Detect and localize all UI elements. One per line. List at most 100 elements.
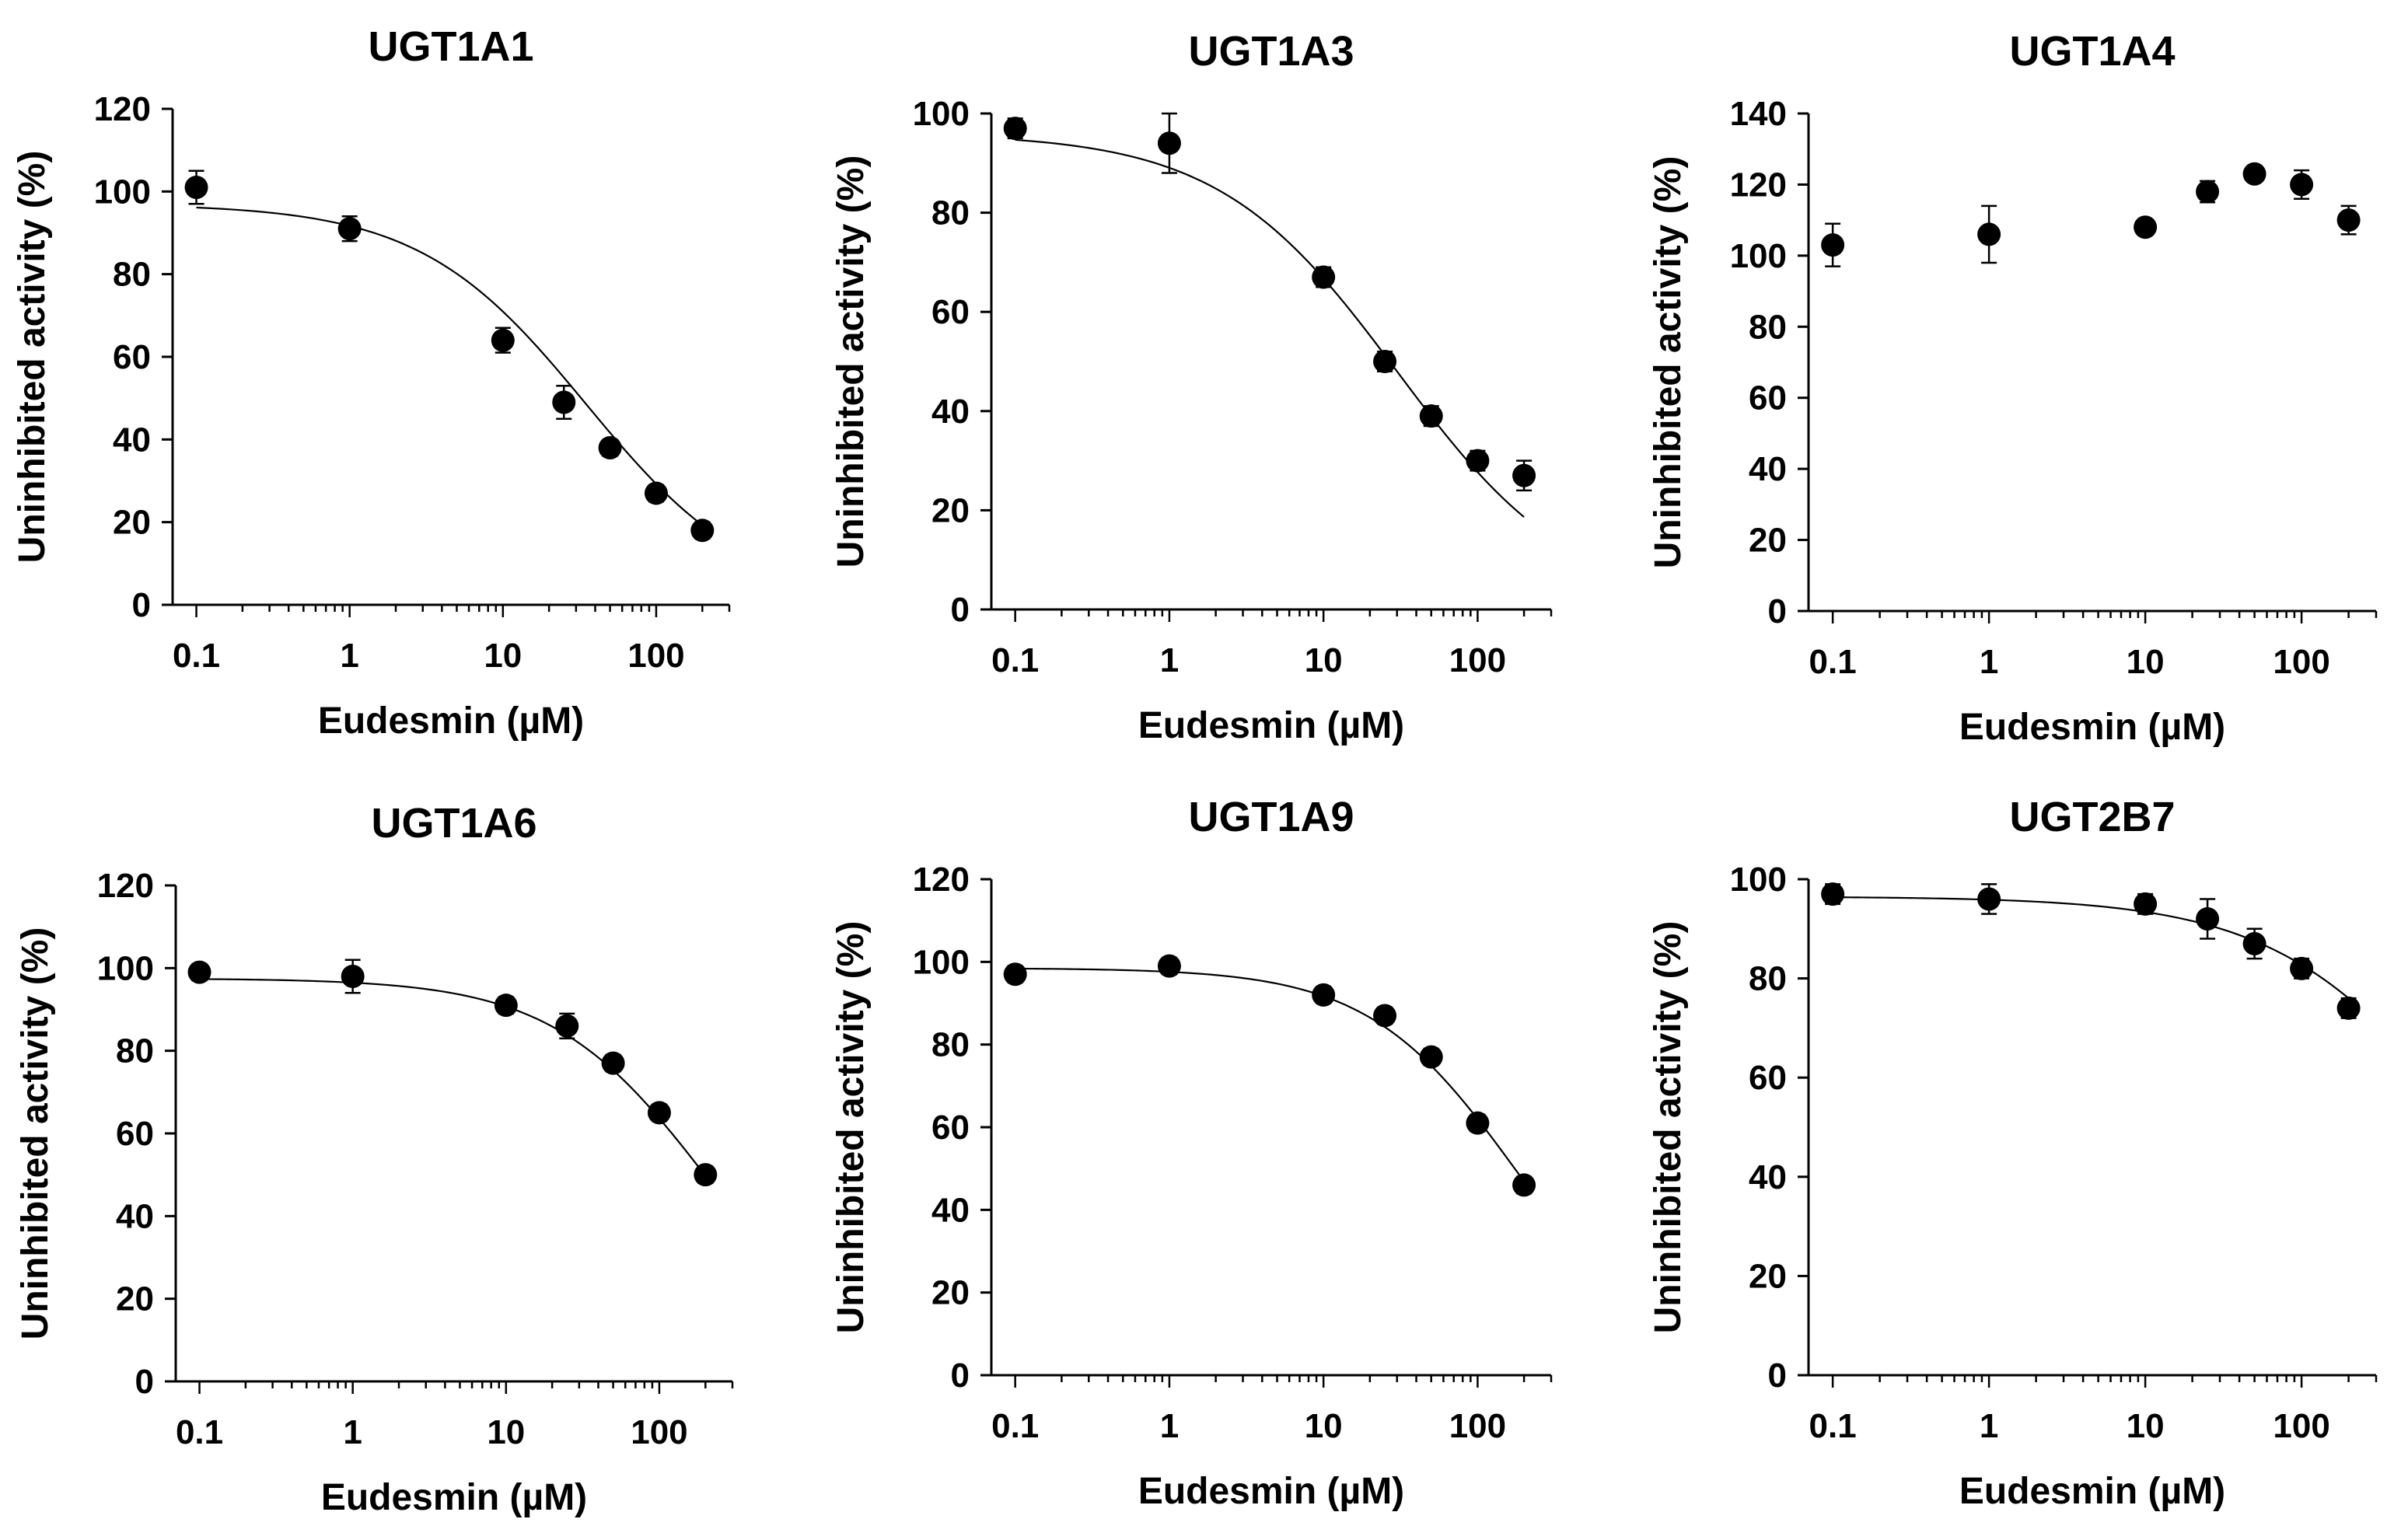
x-axis-label: Eudesmin (µM) [1138,1471,1404,1512]
data-point [2336,208,2361,232]
y-tick-label: 40 [113,421,151,459]
y-axis-label: Uninhibited activity (%) [1648,921,1689,1334]
chart-panel-ugt1a1: UGT1A1 0 20 40 60 80 100 120 0.1 1 10 100 Eudesmin (… [12,23,731,742]
x-axis-label: Eudesmin (µM) [1959,707,2225,748]
y-tick-label: 60 [931,1109,970,1147]
x-tick-label: 0.1 [1809,643,1857,681]
y-tick-label: 60 [1749,379,1787,417]
x-tick-label: 0.1 [991,641,1039,679]
y-tick-label: 40 [1749,1158,1787,1196]
data-point [2134,892,2158,916]
data-point [555,1014,579,1038]
y-tick-label: 20 [1749,1257,1787,1295]
x-tick-label: 10 [2127,1407,2165,1445]
y-tick-label: 140 [1730,95,1787,133]
data-point [1466,449,1490,473]
y-tick-label: 100 [94,173,151,211]
y-tick-label: 20 [1749,522,1787,560]
panel-title: UGT1A9 [1188,794,1354,840]
chart-panel-ugt1a4: UGT1A4 0 20 40 60 80 100 120 140 0.1 1 10 100 Eudesmi… [1648,28,2378,748]
data-point [2242,931,2266,955]
y-tick-label: 80 [931,1026,970,1064]
y-tick-label: 100 [1730,237,1787,275]
y-axis-label: Uninhibited activity (%) [830,155,872,568]
data-point [1419,404,1443,428]
y-tick-label: 20 [931,491,970,529]
data-point [187,960,211,984]
x-tick-label: 1 [343,1413,362,1451]
data-point [491,328,515,352]
y-tick-label: 100 [1730,861,1787,899]
y-tick-label: 20 [113,504,151,542]
data-point [184,176,208,200]
data-point [1821,882,1845,906]
y-tick-label: 100 [913,943,970,981]
panel-title: UGT1A1 [368,23,533,70]
y-axis-label: Uninhibited activity (%) [830,921,872,1334]
x-tick-label: 0.1 [173,637,220,675]
panel-title: UGT1A4 [2009,28,2175,75]
fit-curve [199,978,707,1177]
y-tick-label: 20 [931,1274,970,1312]
y-tick-label: 0 [951,591,970,629]
y-tick-label: 0 [951,1357,970,1395]
y-tick-label: 0 [132,586,151,624]
data-point [1466,1111,1490,1135]
data-point [2196,180,2220,204]
data-point [552,390,576,414]
data-point [2134,215,2158,239]
y-tick-label: 120 [1730,166,1787,204]
data-point [1419,1045,1443,1069]
x-tick-label: 100 [627,637,684,675]
data-point [1821,233,1845,257]
x-tick-label: 10 [487,1413,525,1451]
y-axis-label: Uninhibited activity (%) [15,927,56,1340]
x-tick-label: 100 [631,1413,687,1451]
y-tick-label: 80 [113,256,151,294]
data-point [1977,222,2001,246]
data-point [494,993,518,1018]
y-tick-label: 100 [97,949,154,987]
x-tick-label: 1 [1980,643,1998,681]
data-point [337,217,362,241]
data-point [598,435,622,459]
x-tick-label: 10 [484,637,522,675]
y-tick-label: 60 [1749,1059,1787,1097]
x-tick-label: 1 [1980,1407,1998,1445]
y-tick-label: 120 [94,90,151,128]
chart-panel-ugt1a6: UGT1A6 0 20 40 60 80 100 120 0.1 1 10 100 Eudesmin (… [15,800,734,1518]
y-tick-label: 40 [931,1191,970,1229]
data-point [1512,463,1536,487]
y-tick-label: 40 [1749,450,1787,488]
x-tick-label: 10 [1305,1407,1343,1445]
x-tick-label: 100 [2273,1407,2329,1445]
y-tick-label: 60 [116,1115,154,1153]
y-tick-label: 20 [116,1280,154,1318]
x-tick-label: 0.1 [1809,1407,1857,1445]
x-tick-label: 1 [1160,641,1179,679]
y-tick-label: 80 [931,194,970,232]
y-tick-label: 60 [931,293,970,331]
data-point [1312,265,1336,289]
y-tick-label: 80 [1749,960,1787,998]
data-point [341,964,365,988]
data-point [2336,996,2361,1020]
chart-panel-ugt2b7: UGT2B7 0 20 40 60 80 100 0.1 1 10 100 Eudesmin (µM)… [1648,794,2378,1512]
panel-title: UGT1A3 [1188,28,1354,75]
data-point [1373,350,1397,373]
x-axis-label: Eudesmin (µM) [318,700,584,742]
y-tick-label: 120 [97,867,154,905]
x-tick-label: 10 [1305,641,1343,679]
data-point [2196,907,2220,931]
fit-curve [1015,138,1525,518]
data-point [1003,962,1027,987]
y-axis-label: Uninhibited activity (%) [1648,156,1689,569]
data-point [690,519,715,543]
x-tick-label: 1 [340,637,358,675]
data-point [2242,162,2266,186]
data-point [1312,983,1336,1007]
x-tick-label: 0.1 [991,1407,1039,1445]
y-tick-label: 120 [913,861,970,899]
y-tick-label: 0 [1768,592,1787,630]
